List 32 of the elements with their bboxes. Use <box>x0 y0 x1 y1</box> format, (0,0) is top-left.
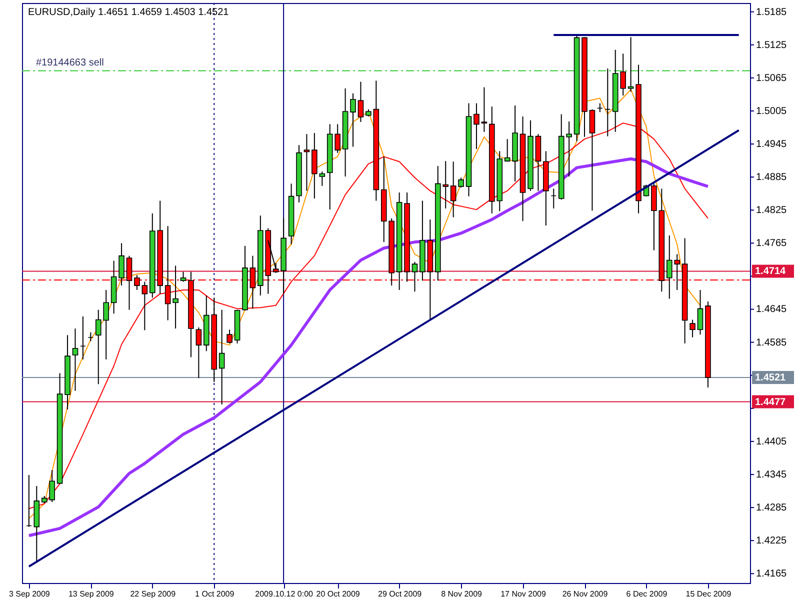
ref-line-label: 1.4714 <box>755 266 786 278</box>
y-tick-label: 1.5125 <box>756 40 788 51</box>
x-tick-label: 3 Sep 2009 <box>8 590 50 598</box>
x-tick-label: 8 Nov 2009 <box>441 590 483 598</box>
y-tick-label: 1.4345 <box>756 469 788 480</box>
y-tick-label: 1.4405 <box>756 436 788 448</box>
y-tick-label: 1.4225 <box>756 536 788 547</box>
x-tick-label: 26 Nov 2009 <box>562 590 608 598</box>
y-tick-label: 1.4885 <box>756 172 788 184</box>
x-tick-label: 2009.10.12 0:00 <box>255 590 314 598</box>
x-tick-label: 29 Oct 2009 <box>378 590 422 598</box>
y-tick-label: 1.5065 <box>756 72 788 84</box>
x-tick-label: 6 Dec 2009 <box>626 590 668 598</box>
x-tick-label: 22 Sep 2009 <box>130 590 176 598</box>
x-tick-label: 13 Sep 2009 <box>68 590 114 598</box>
y-tick-label: 1.4585 <box>756 337 788 348</box>
y-tick-label: 1.4765 <box>756 238 788 250</box>
chart-title: EURUSD,Daily 1.4651 1.4659 1.4503 1.4521 <box>28 7 230 18</box>
y-tick-label: 1.4165 <box>756 568 788 580</box>
y-tick-label: 1.4945 <box>756 139 788 150</box>
y-tick-label: 1.5005 <box>756 106 788 117</box>
x-tick-label: 15 Dec 2009 <box>686 590 732 598</box>
ref-line-label: 1.4477 <box>755 396 786 408</box>
y-tick-label: 1.4825 <box>756 205 788 216</box>
y-tick-label: 1.4645 <box>756 304 788 316</box>
ref-line-label: 1.4521 <box>755 372 786 384</box>
annotation: #19144663 sell <box>36 58 104 69</box>
x-tick-label: 17 Nov 2009 <box>500 590 546 598</box>
y-tick-label: 1.5185 <box>756 6 788 18</box>
x-tick-label: 1 Oct 2009 <box>195 590 235 598</box>
y-tick-label: 1.4285 <box>756 502 788 514</box>
x-tick-label: 20 Oct 2009 <box>316 590 360 598</box>
